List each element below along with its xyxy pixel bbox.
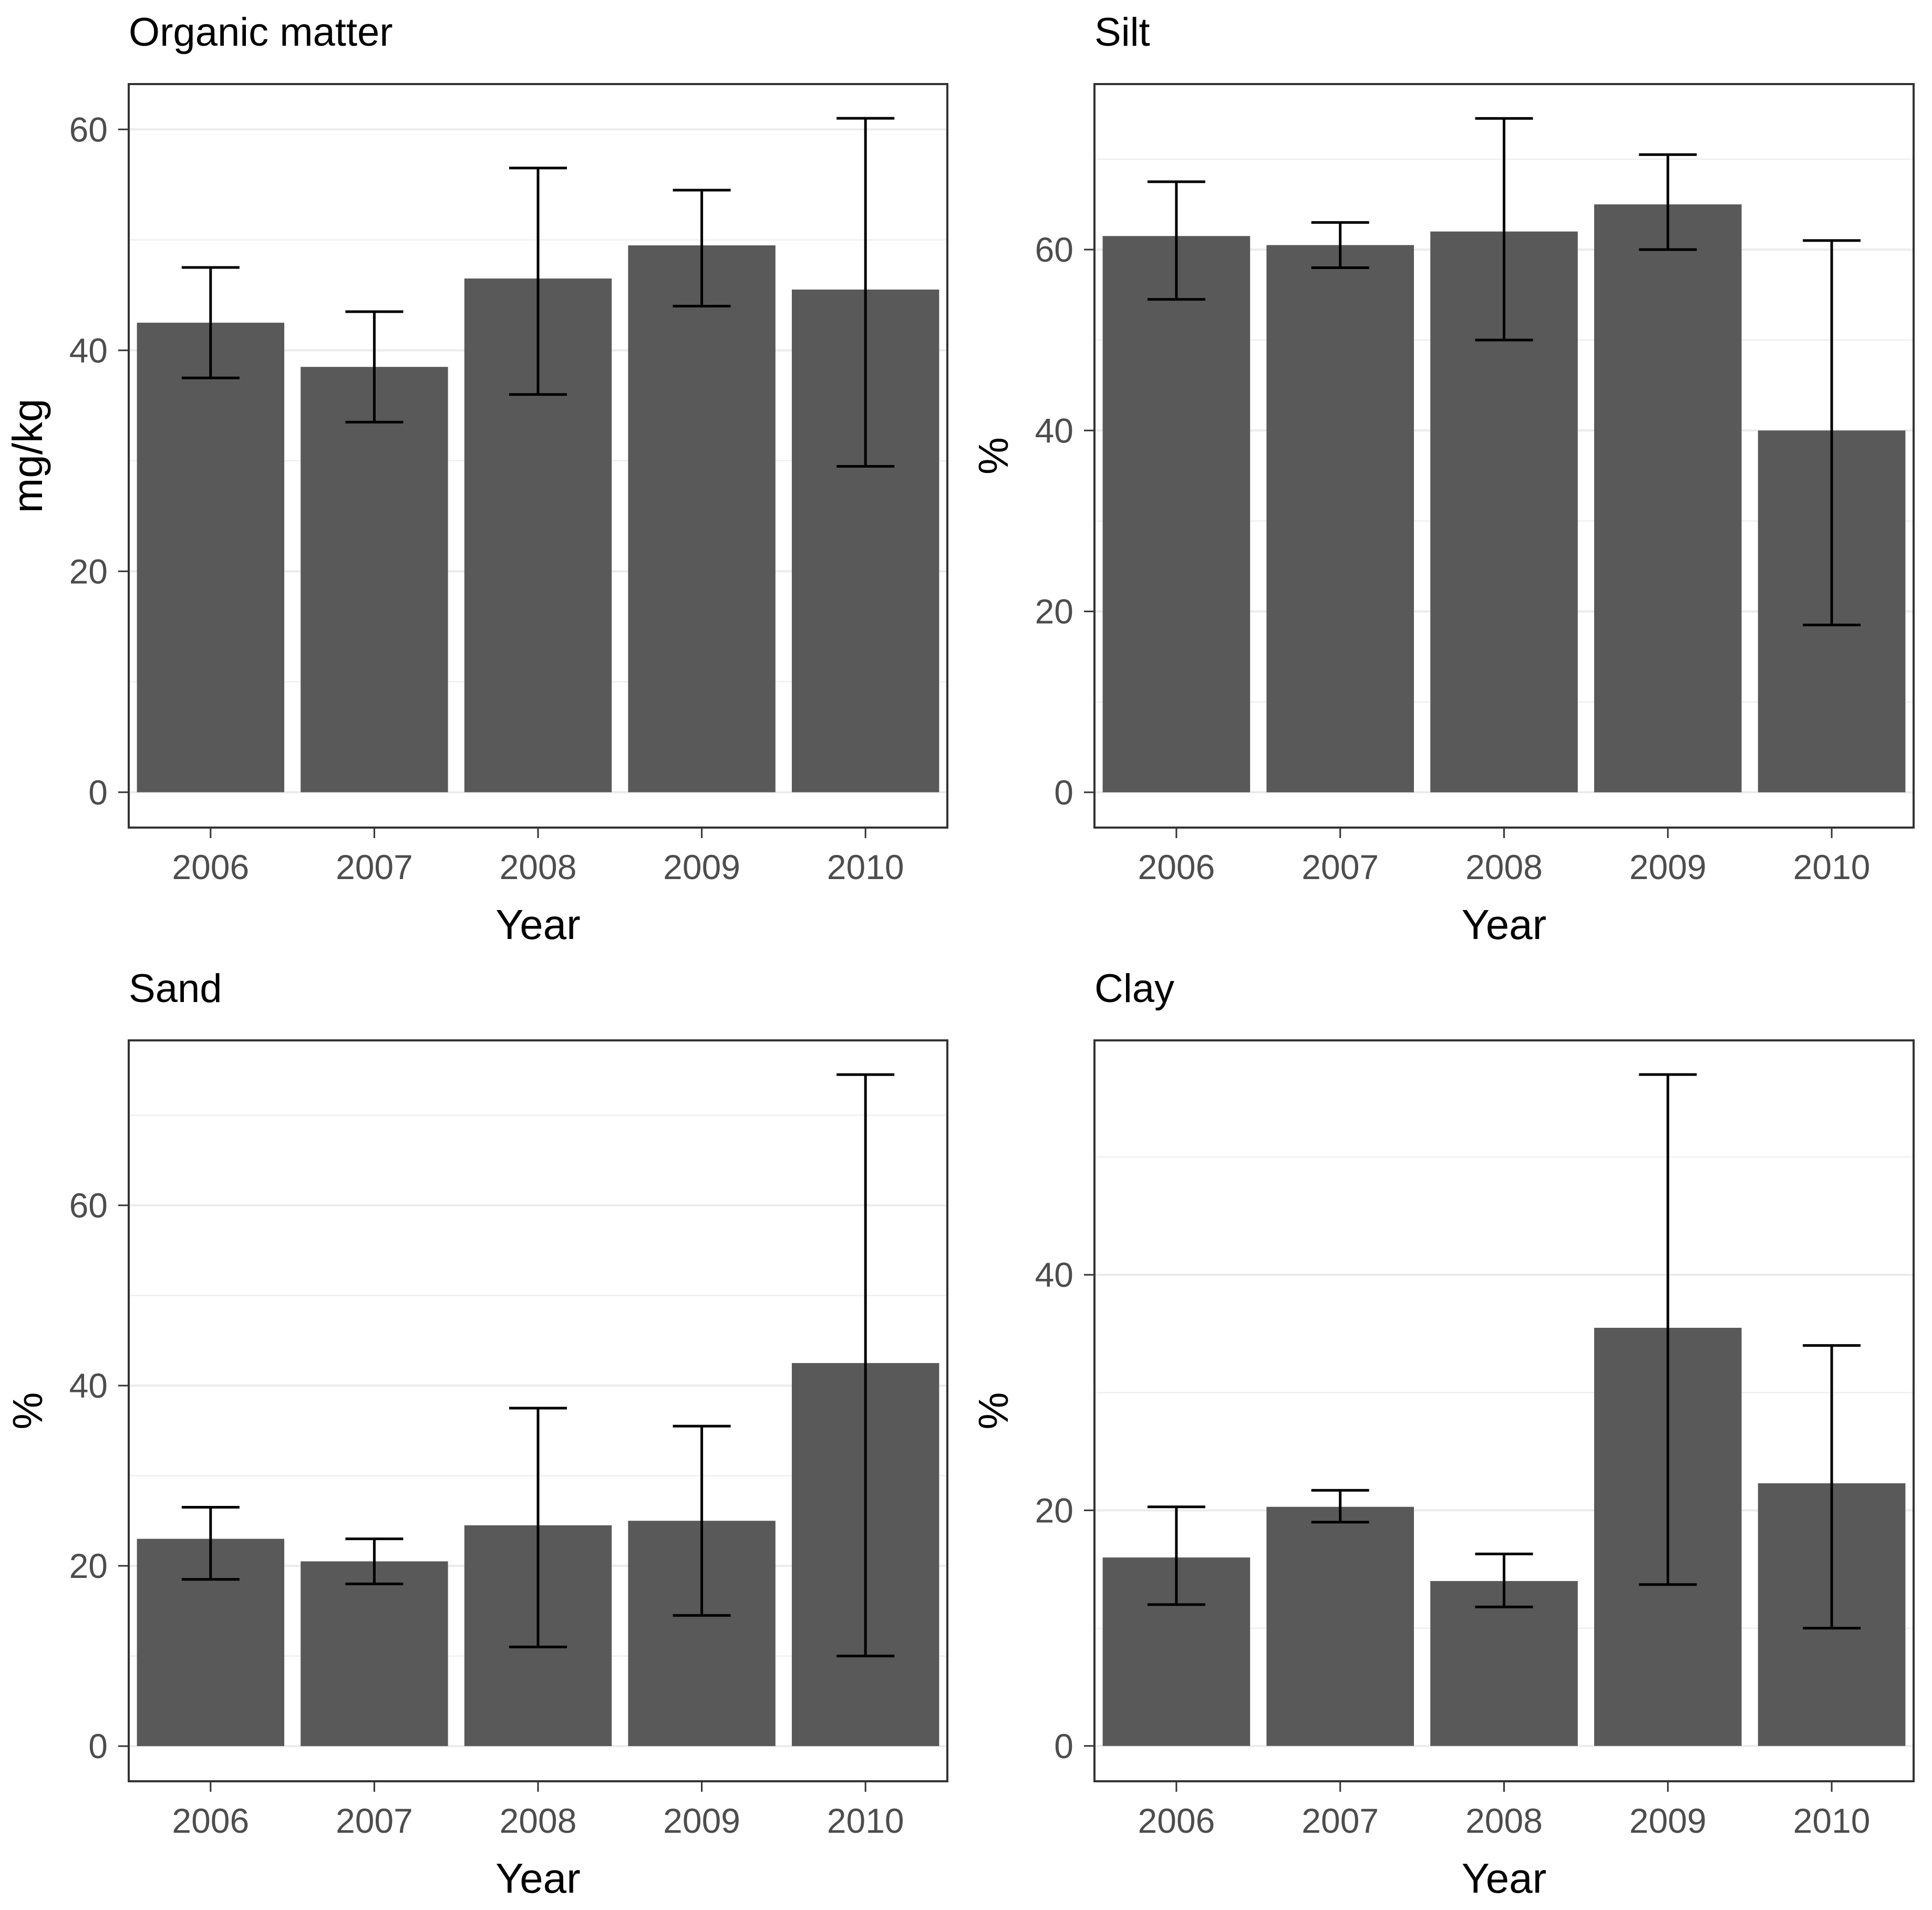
x-tick-label: 2008	[1465, 848, 1543, 886]
chart-title: Sand	[129, 966, 222, 1011]
error-bar-2010	[836, 117, 895, 468]
error-bar-2009	[1639, 153, 1697, 251]
error-bar-2009	[673, 189, 731, 308]
bar-2007	[301, 367, 448, 792]
y-tick-label: 60	[69, 1186, 108, 1225]
chart-canvas: 0 20 40 60 2006 2007 2008 2009 2010 Year%	[4, 1039, 948, 1902]
bar-2006	[1102, 236, 1251, 792]
x-tick-label: 2009	[1629, 848, 1707, 886]
y-tick-label: 40	[69, 1366, 108, 1405]
x-axis-title: Year	[495, 901, 581, 948]
y-tick-label: 20	[69, 552, 108, 591]
chart-title: Silt	[1094, 10, 1150, 55]
bar-2007	[1266, 245, 1414, 792]
x-tick-label: 2010	[1793, 1801, 1871, 1840]
error-bar-2006	[181, 266, 240, 379]
x-tick-label: 2007	[336, 848, 413, 886]
chart-canvas: 0 20 40 60 2006 2007 2008 2009 2010 Year mg/kg	[4, 83, 948, 948]
error-bar-2007	[1311, 221, 1369, 269]
error-bar-2009	[1639, 1073, 1697, 1586]
error-bar-2010	[1803, 239, 1861, 626]
x-tick-label: 2006	[172, 848, 249, 886]
error-bar-2008	[1475, 117, 1533, 342]
x-tick-label: 2010	[1793, 848, 1871, 886]
error-bar-2006	[1147, 180, 1205, 301]
error-bar-2007	[1311, 1489, 1369, 1524]
y-tick-label: 40	[69, 331, 108, 370]
bar-2008	[1430, 1581, 1578, 1746]
y-tick-label: 40	[1035, 1255, 1073, 1294]
y-tick-label: 40	[1035, 411, 1073, 450]
bar-2009	[1594, 204, 1742, 792]
y-tick-label: 20	[69, 1546, 108, 1585]
y-tick-label: 0	[1054, 773, 1073, 812]
y-tick-label: 0	[1054, 1727, 1073, 1766]
chart-sand: Sand 0 20 40 60 2006 2007 2008 2009 2010 Year%	[0, 956, 966, 1910]
x-tick-label: 2008	[1465, 1801, 1543, 1840]
x-axis-title: Year	[495, 1855, 581, 1902]
chart-clay: Clay 0 20 40 2006 2007 2008 2009 2010 Year%	[966, 956, 1932, 1910]
x-tick-label: 2007	[336, 1801, 413, 1840]
x-tick-label: 2007	[1301, 1801, 1379, 1840]
x-tick-label: 2008	[500, 848, 577, 886]
x-tick-label: 2009	[663, 1801, 740, 1840]
error-bar-2008	[1475, 1552, 1533, 1608]
y-axis-title: mg/kg	[4, 399, 51, 513]
x-tick-label: 2008	[500, 1801, 577, 1840]
bar-2007	[1266, 1506, 1414, 1746]
error-bar-2010	[836, 1073, 895, 1658]
bar-2007	[301, 1561, 448, 1747]
chart-canvas: 0 20 40 2006 2007 2008 2009 2010 Year%	[970, 1039, 1915, 1902]
x-tick-label: 2007	[1301, 848, 1379, 886]
x-tick-label: 2006	[1138, 1801, 1215, 1840]
bar-2006	[137, 323, 285, 792]
y-tick-label: 0	[88, 1727, 108, 1766]
chart-organic-matter: Organic matter 0 20 40 60 2006 2007 2008 2009 20…	[0, 0, 966, 956]
error-bar-2006	[181, 1506, 240, 1581]
y-tick-label: 20	[1035, 592, 1073, 631]
x-axis-title: Year	[1462, 1855, 1547, 1902]
x-tick-label: 2006	[1138, 848, 1215, 886]
y-tick-label: 0	[88, 773, 108, 812]
chart-silt: Silt 0 20 40 60 2006 2007 2008 2009 2010 Year%	[966, 0, 1932, 956]
y-tick-label: 60	[1035, 230, 1073, 269]
chart-title: Organic matter	[129, 10, 393, 55]
error-bar-2010	[1803, 1344, 1861, 1630]
y-axis-title: %	[970, 1392, 1017, 1429]
x-axis-title: Year	[1462, 901, 1547, 948]
error-bar-2007	[345, 1537, 404, 1585]
bar-2009	[628, 245, 776, 792]
error-bar-2008	[509, 167, 567, 396]
error-bar-2006	[1147, 1505, 1205, 1606]
error-bar-2008	[509, 1407, 567, 1648]
chart-canvas: 0 20 40 60 2006 2007 2008 2009 2010 Year%	[970, 83, 1915, 948]
y-axis-title: %	[970, 437, 1017, 474]
x-tick-label: 2010	[827, 1801, 904, 1840]
y-axis-title: %	[4, 1392, 51, 1429]
x-tick-label: 2006	[172, 1801, 249, 1840]
x-tick-label: 2009	[1629, 1801, 1707, 1840]
chart-title: Clay	[1094, 966, 1175, 1011]
error-bar-2009	[673, 1424, 731, 1617]
y-tick-label: 20	[1035, 1491, 1073, 1530]
x-tick-label: 2009	[663, 848, 740, 886]
x-tick-label: 2010	[827, 848, 904, 886]
error-bar-2007	[345, 310, 404, 424]
y-tick-label: 60	[69, 110, 108, 149]
